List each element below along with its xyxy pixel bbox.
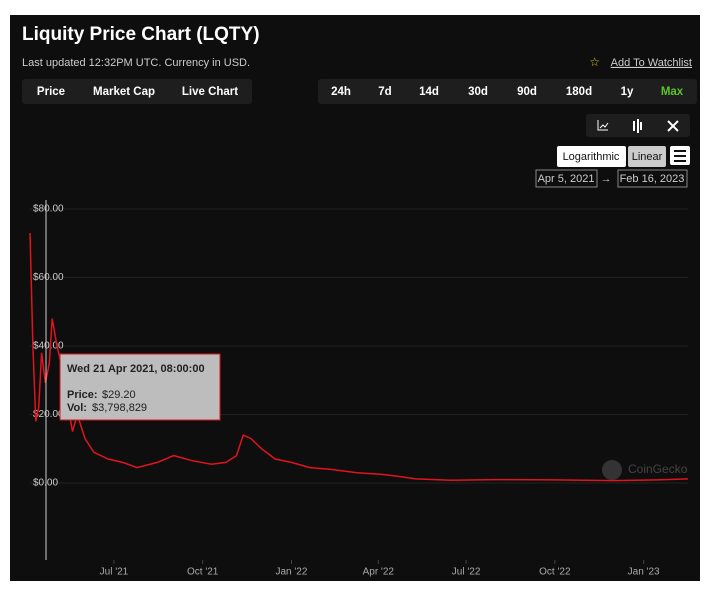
candle-icon[interactable]	[633, 119, 642, 133]
date-from-box[interactable]	[535, 169, 598, 188]
menu-icon	[674, 150, 686, 162]
linear-label: Linear	[632, 151, 663, 163]
range-button[interactable]: 24h	[331, 86, 351, 98]
tooltip-price-label: Price:	[67, 389, 98, 401]
x-tick-label: Jan '22	[275, 567, 307, 578]
range-button[interactable]: 1y	[621, 86, 634, 98]
date-from: Apr 5, 2021	[538, 173, 595, 185]
line-icon[interactable]	[597, 120, 609, 131]
price-line	[29, 232, 689, 482]
arrow: →	[601, 173, 612, 185]
watermark: CoinGecko	[628, 462, 688, 476]
watermark-logo	[602, 460, 622, 480]
tooltip-vol: $3,798,829	[92, 402, 147, 414]
fullscreen-icon[interactable]	[667, 120, 679, 132]
range-button[interactable]: 14d	[419, 86, 439, 98]
x-tick-label: Jan '23	[628, 567, 660, 578]
log-button[interactable]	[557, 146, 626, 167]
tab[interactable]: Price	[37, 86, 65, 98]
tooltip-date: Wed 21 Apr 2021, 08:00:00	[67, 363, 205, 375]
range-button[interactable]: Max	[661, 86, 684, 98]
y-tick-label: $20.00	[33, 409, 64, 420]
tab-group	[22, 79, 252, 104]
panel	[10, 15, 700, 581]
x-tick-label: Oct '21	[187, 567, 219, 578]
x-tick-label: Jul '21	[100, 567, 129, 578]
star-icon[interactable]: ☆	[589, 55, 600, 69]
y-tick-label: $60.00	[33, 272, 64, 283]
tooltip-vol-label: Vol:	[67, 402, 87, 414]
tab[interactable]: Market Cap	[93, 86, 155, 98]
range-button[interactable]: 90d	[517, 86, 537, 98]
range-button[interactable]: 7d	[378, 86, 391, 98]
date-to-box[interactable]	[617, 169, 688, 188]
x-tick-label: Jul '22	[452, 567, 481, 578]
range-button[interactable]: 30d	[468, 86, 488, 98]
tooltip-price: $29.20	[102, 389, 136, 401]
linear-button[interactable]	[628, 146, 666, 167]
x-tick-label: Oct '22	[539, 567, 571, 578]
watchlist-link[interactable]: Add To Watchlist	[611, 57, 692, 69]
range-button[interactable]: 180d	[566, 86, 592, 98]
x-tick-label: Apr '22	[363, 567, 395, 578]
title: Liquity Price Chart (LQTY)	[22, 24, 260, 45]
date-to: Feb 16, 2023	[620, 173, 685, 185]
tab[interactable]: Live Chart	[182, 86, 238, 98]
y-tick-label: $40.00	[33, 341, 64, 352]
y-tick-label: $80.00	[33, 204, 64, 215]
range-group	[318, 79, 697, 104]
tooltip	[59, 353, 221, 421]
updated: Last updated 12:32PM UTC. Currency in US…	[22, 57, 250, 69]
log-label: Logarithmic	[563, 151, 620, 163]
